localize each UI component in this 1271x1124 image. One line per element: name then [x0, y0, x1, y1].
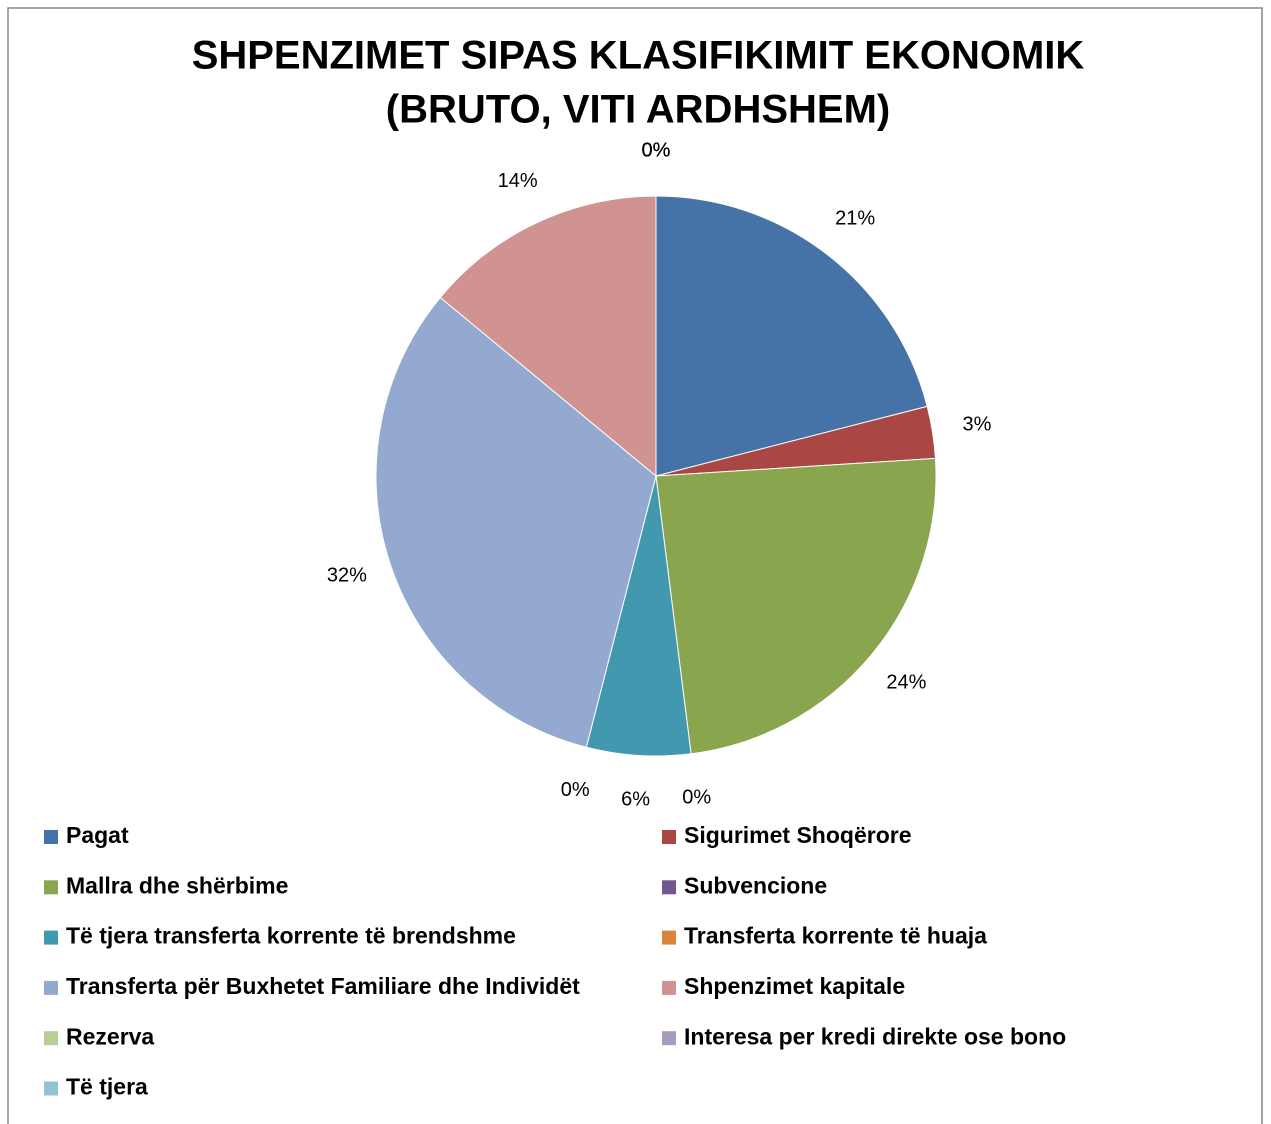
data-label: 3% — [963, 413, 992, 435]
legend-label: Transferta korrente të huaja — [684, 923, 987, 949]
data-label: 0% — [642, 139, 671, 161]
data-label: 14% — [498, 170, 538, 192]
pie-slice — [655, 457, 937, 755]
data-label: 0% — [642, 139, 671, 161]
pie-slice — [655, 195, 928, 477]
legend-swatch — [44, 830, 58, 844]
legend-swatch — [662, 980, 676, 995]
legend-swatch — [44, 1031, 58, 1046]
legend-label: Transferta për Buxhetet Familiare dhe In… — [66, 973, 580, 999]
legend-swatch — [662, 1031, 676, 1046]
data-label: 6% — [621, 789, 650, 811]
legend-label: Të tjera transferta korrente të brendshm… — [66, 923, 516, 949]
legend-label: Mallra dhe shërbime — [66, 872, 288, 898]
legend-swatch — [662, 930, 676, 945]
legend-swatch — [44, 980, 58, 995]
legend-label: Rezerva — [66, 1023, 154, 1049]
legend-swatch — [44, 1081, 58, 1096]
data-label: 0% — [642, 139, 671, 161]
chart-title: SHPENZIMET SIPAS KLASIFIKIMIT EKONOMIK — [192, 34, 1085, 78]
legend-swatch — [44, 930, 58, 945]
data-label: 24% — [886, 671, 926, 693]
legend-label: Subvencione — [684, 872, 827, 898]
pie-slice — [439, 195, 657, 478]
chart-title: (BRUTO, VITI ARDHSHEM) — [386, 88, 890, 132]
data-label: 21% — [835, 207, 875, 229]
pie-slice — [375, 296, 657, 748]
legend-label: Sigurimet Shoqërore — [684, 822, 911, 848]
legend-label: Shpenzimet kapitale — [684, 973, 905, 999]
legend-label: Pagat — [66, 822, 129, 848]
legend-label: Të tjera — [66, 1074, 148, 1100]
data-label: 0% — [682, 787, 711, 809]
legend-swatch — [662, 830, 676, 844]
data-label: 32% — [327, 565, 367, 587]
legend-label: Interesa per kredi direkte ose bono — [684, 1023, 1066, 1049]
data-label: 0% — [561, 779, 590, 801]
legend-swatch — [662, 880, 676, 895]
legend-swatch — [44, 880, 58, 895]
